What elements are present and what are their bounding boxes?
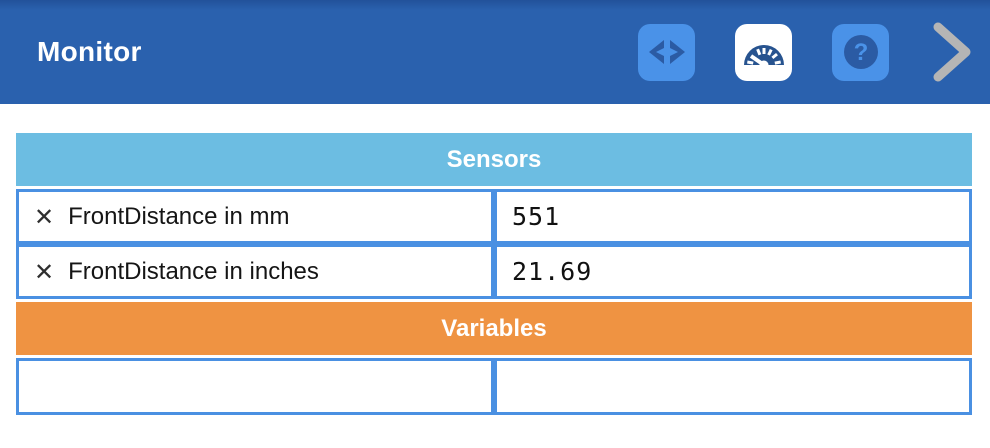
code-icon [648, 40, 685, 64]
sensor-value-cell: 21.69 [494, 244, 972, 299]
remove-icon: ✕ [34, 257, 55, 286]
sensor-label: FrontDistance in mm [68, 202, 290, 230]
collapse-panel-button[interactable] [929, 21, 975, 83]
table-row: ✕ FrontDistance in inches 21.69 [16, 244, 972, 299]
monitor-view-button[interactable] [735, 23, 792, 81]
sensor-label-cell: ✕ FrontDistance in inches [16, 244, 494, 299]
sensor-value: 21.69 [512, 257, 593, 286]
monitor-header-bar: Monitor ? [0, 0, 990, 104]
svg-text:?: ? [853, 39, 868, 66]
remove-sensor-button[interactable]: ✕ [34, 205, 54, 229]
table-row: ✕ FrontDistance in mm 551 [16, 189, 972, 244]
sensor-label: FrontDistance in inches [68, 257, 319, 285]
variable-label-cell [16, 358, 494, 415]
sensor-value: 551 [512, 202, 561, 231]
variables-section-title: Variables [441, 314, 547, 342]
sensors-section-title: Sensors [446, 145, 542, 173]
gauge-icon [743, 45, 784, 70]
remove-sensor-button[interactable]: ✕ [34, 260, 54, 284]
table-row [16, 358, 972, 415]
page-title: Monitor [37, 36, 142, 67]
sensor-value-cell: 551 [494, 189, 972, 244]
chevron-right-icon [933, 22, 971, 82]
remove-icon: ✕ [34, 202, 55, 231]
code-view-button[interactable] [638, 23, 695, 81]
question-icon: ? [843, 35, 878, 69]
variables-section-header: Variables [16, 302, 972, 355]
sensors-section-header: Sensors [16, 133, 972, 186]
variables-section: Variables [16, 302, 972, 415]
toolbar: ? [638, 21, 975, 83]
variable-value-cell [494, 358, 972, 415]
monitor-table: Sensors ✕ FrontDistance in mm 551 ✕ Fron… [16, 133, 972, 415]
help-button[interactable]: ? [832, 23, 889, 81]
sensor-label-cell: ✕ FrontDistance in mm [16, 189, 494, 244]
